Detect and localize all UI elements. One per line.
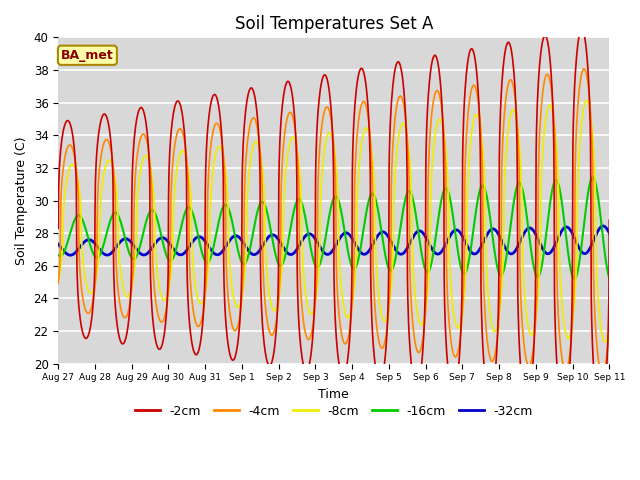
X-axis label: Time: Time [318, 388, 349, 401]
Y-axis label: Soil Temperature (C): Soil Temperature (C) [15, 136, 28, 265]
Legend: -2cm, -4cm, -8cm, -16cm, -32cm: -2cm, -4cm, -8cm, -16cm, -32cm [129, 400, 538, 423]
Text: BA_met: BA_met [61, 49, 114, 62]
Title: Soil Temperatures Set A: Soil Temperatures Set A [235, 15, 433, 33]
